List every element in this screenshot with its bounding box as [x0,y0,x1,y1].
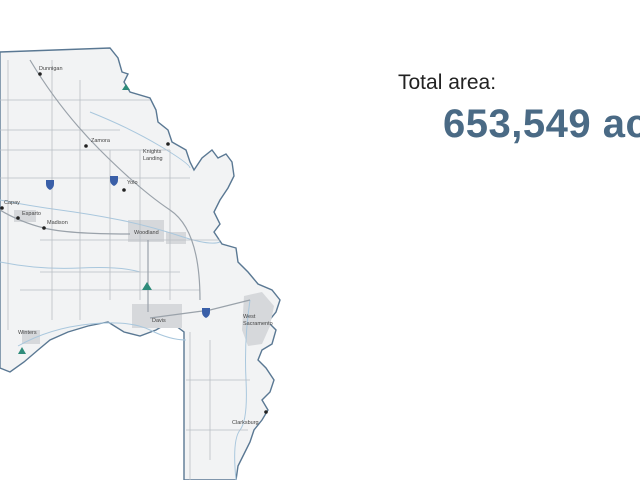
urban-areas [14,210,274,346]
place-label: Capay [4,200,20,206]
place-label-west-sacramento: West Sacramento [243,314,273,327]
interstate-shields [46,176,210,318]
place-dots [0,72,268,414]
place-label: Winters [18,330,37,336]
place-label: Davis [152,318,166,324]
place-label-line: Sacramento [243,321,273,327]
interstate-5 [29,59,201,301]
place-label-line: West [243,314,256,320]
place-label-knights-landing: Knights Landing [143,149,163,162]
urban-davis [132,304,182,328]
urban-winters [22,330,40,344]
total-area-label: Total area: [398,71,497,94]
roads [0,60,250,480]
place-label-line: Landing [143,156,163,162]
park-icon [18,347,26,354]
map-svg: Dunnigan Zamora Knights Landing Yolo Capa… [0,47,281,480]
place-label: Dunnigan [39,66,63,72]
park-icon [122,84,130,90]
interstate-shield-icon [202,308,210,318]
cache-creek [0,199,221,244]
park-icons [18,84,152,354]
place-label: Yolo [127,180,138,186]
interstate-shield-icon [46,180,54,190]
place-labels: Dunnigan Zamora Knights Landing Yolo Capa… [4,66,273,426]
urban-esparto [14,210,36,222]
park-icon [142,282,152,290]
place-label: Esparto [22,211,41,217]
ditch-north [89,111,191,169]
urban-woodland [128,220,164,242]
place-label: Clarksburg [232,420,259,426]
urban-west-sacramento [242,292,274,346]
county-map[interactable]: Dunnigan Zamora Knights Landing Yolo Capa… [0,0,300,480]
total-area-value: 653,549 acres [443,102,640,146]
place-label-line: Knights [143,149,162,155]
putah-creek [17,322,187,347]
place-label: Madison [47,220,68,226]
interstate-shield-icon [110,176,118,186]
area-summary: Total area: 653,549 acres [398,70,640,160]
urban-woodland-east [166,232,186,244]
place-label: Woodland [134,230,159,236]
place-label: Zamora [91,138,111,144]
sacramento-river [234,299,251,480]
